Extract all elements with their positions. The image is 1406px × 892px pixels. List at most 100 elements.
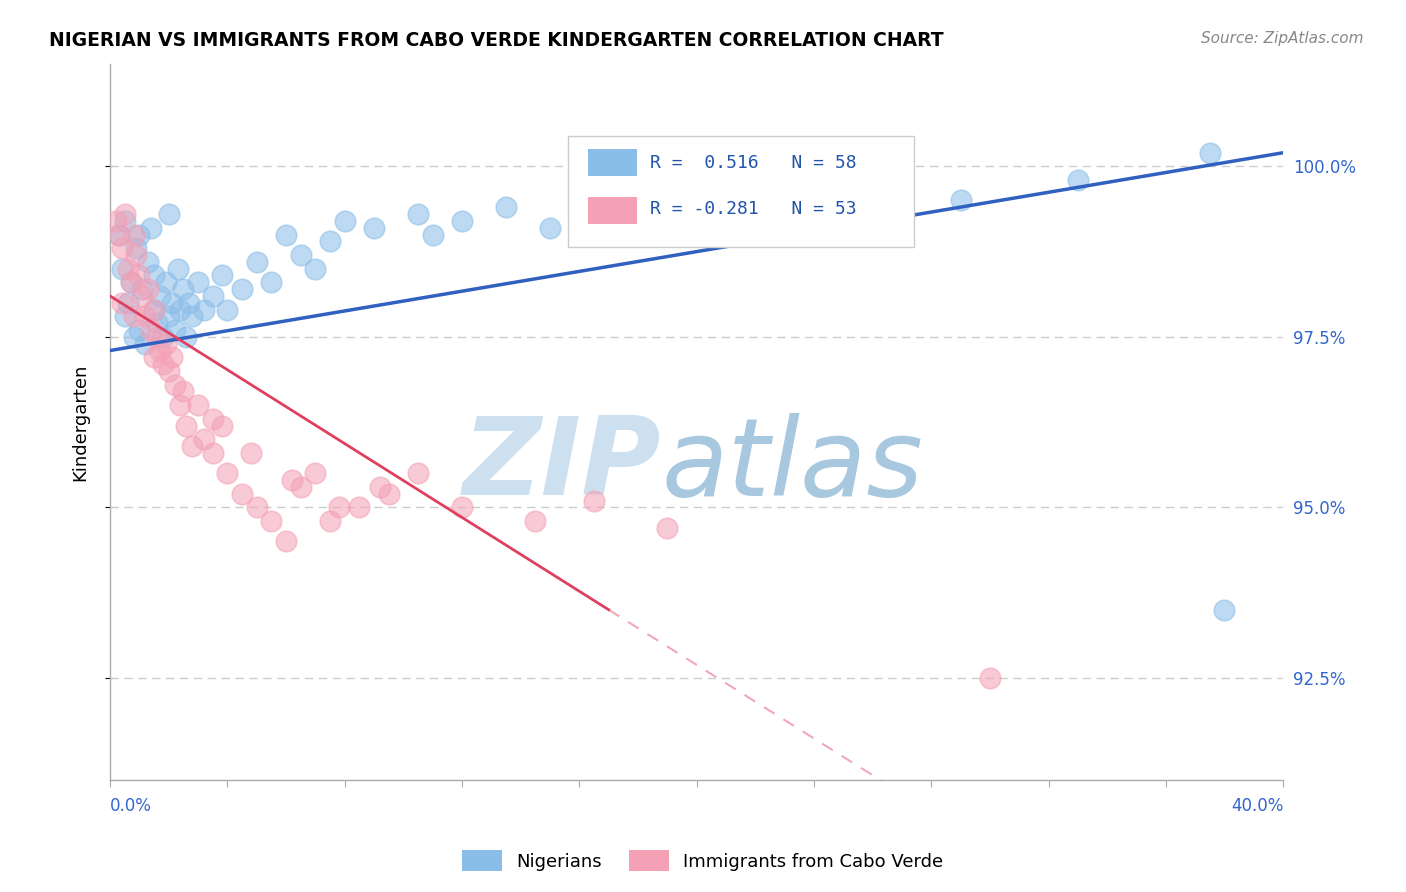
Point	[163, 377, 186, 392]
Point	[803, 200, 825, 214]
Point	[143, 302, 166, 317]
Point	[377, 487, 399, 501]
Point	[290, 480, 312, 494]
Point	[155, 275, 177, 289]
Point	[139, 220, 162, 235]
Point	[128, 268, 150, 283]
Point	[108, 227, 131, 242]
Point	[155, 336, 177, 351]
Y-axis label: Kindergarten: Kindergarten	[72, 363, 89, 481]
Point	[117, 261, 139, 276]
Point	[176, 330, 198, 344]
Point	[304, 261, 326, 276]
Text: Source: ZipAtlas.com: Source: ZipAtlas.com	[1201, 31, 1364, 46]
Point	[657, 521, 679, 535]
Text: R =  0.516   N = 58: R = 0.516 N = 58	[650, 154, 856, 172]
Point	[114, 214, 136, 228]
Point	[495, 200, 517, 214]
Point	[120, 275, 142, 289]
Point	[582, 194, 605, 208]
Point	[368, 480, 391, 494]
Point	[134, 336, 156, 351]
Point	[451, 500, 474, 515]
Point	[143, 268, 166, 283]
Point	[146, 330, 169, 344]
Point	[166, 261, 188, 276]
Point	[260, 514, 283, 528]
Point	[582, 493, 605, 508]
Point	[136, 282, 159, 296]
Bar	[588, 149, 637, 177]
Point	[157, 207, 180, 221]
Point	[274, 534, 297, 549]
Point	[125, 241, 148, 255]
Point	[328, 500, 350, 515]
Point	[169, 398, 191, 412]
Point	[179, 295, 201, 310]
Point	[149, 343, 172, 358]
Point	[1213, 603, 1236, 617]
Point	[239, 446, 262, 460]
Point	[160, 351, 183, 365]
Point	[111, 261, 134, 276]
Point	[319, 235, 342, 249]
Point	[114, 310, 136, 324]
Point	[193, 302, 215, 317]
Point	[290, 248, 312, 262]
Point	[406, 467, 429, 481]
Point	[157, 310, 180, 324]
Point	[111, 241, 134, 255]
Point	[406, 207, 429, 221]
Point	[187, 398, 209, 412]
Point	[134, 310, 156, 324]
Point	[122, 310, 145, 324]
Point	[246, 255, 269, 269]
FancyBboxPatch shape	[568, 136, 914, 247]
Point	[1198, 145, 1220, 160]
Point	[104, 214, 127, 228]
Point	[422, 227, 444, 242]
Point	[117, 295, 139, 310]
Point	[122, 227, 145, 242]
Text: R = -0.281   N = 53: R = -0.281 N = 53	[650, 201, 856, 219]
Point	[304, 467, 326, 481]
Point	[363, 220, 385, 235]
Point	[111, 295, 134, 310]
Point	[152, 357, 174, 371]
Point	[451, 214, 474, 228]
Point	[172, 384, 194, 399]
Point	[201, 446, 224, 460]
Point	[217, 467, 239, 481]
Point	[149, 289, 172, 303]
Point	[146, 316, 169, 330]
Text: 40.0%: 40.0%	[1230, 797, 1284, 815]
Point	[211, 418, 233, 433]
Point	[193, 432, 215, 446]
Point	[172, 282, 194, 296]
Point	[128, 227, 150, 242]
Point	[231, 487, 253, 501]
Point	[246, 500, 269, 515]
Point	[131, 282, 153, 296]
Point	[979, 671, 1001, 685]
Point	[274, 227, 297, 242]
Point	[125, 248, 148, 262]
Point	[714, 186, 737, 201]
Point	[231, 282, 253, 296]
Point	[260, 275, 283, 289]
Point	[281, 473, 304, 487]
Point	[160, 295, 183, 310]
Point	[211, 268, 233, 283]
Point	[176, 418, 198, 433]
Point	[143, 351, 166, 365]
Point	[128, 323, 150, 337]
Point	[181, 310, 204, 324]
Point	[862, 179, 884, 194]
Point	[201, 411, 224, 425]
Point	[187, 275, 209, 289]
Point	[131, 289, 153, 303]
Text: atlas: atlas	[661, 413, 924, 517]
Legend: Nigerians, Immigrants from Cabo Verde: Nigerians, Immigrants from Cabo Verde	[456, 843, 950, 879]
Point	[333, 214, 356, 228]
Point	[169, 302, 191, 317]
